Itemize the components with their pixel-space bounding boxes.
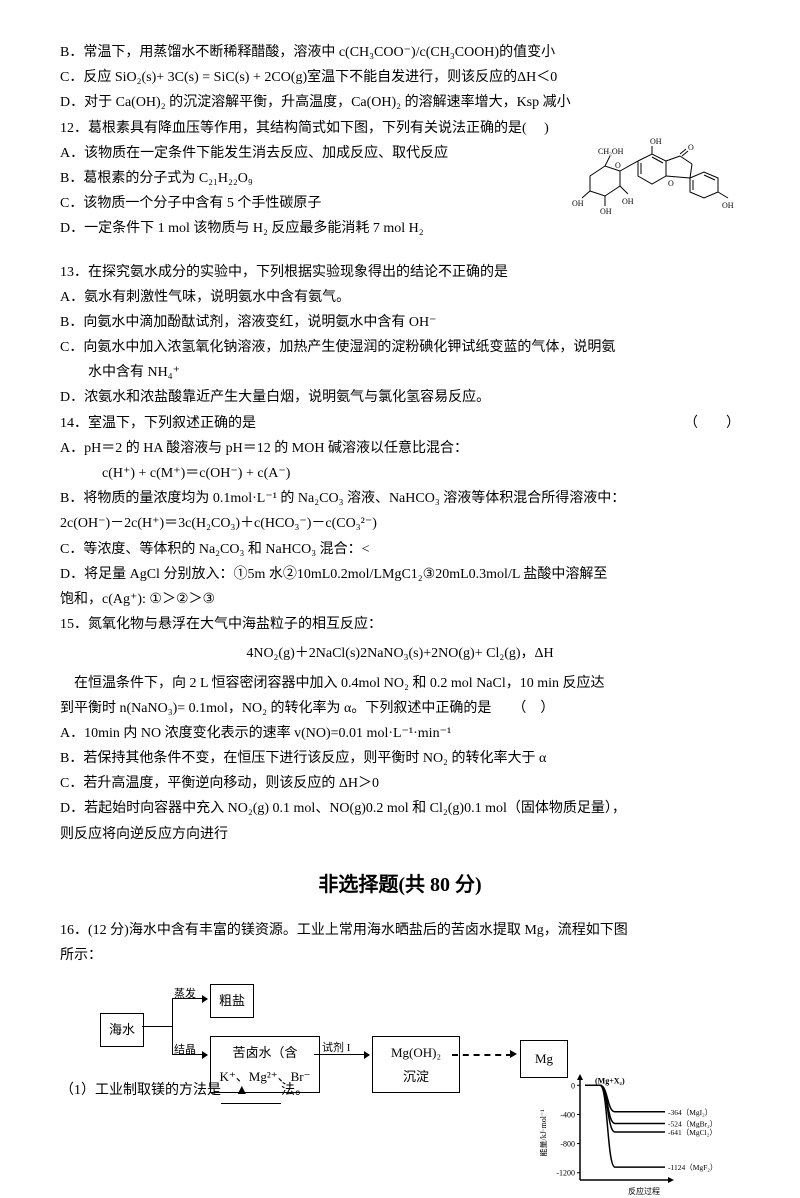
svg-text:反应过程: 反应过程 bbox=[628, 1186, 660, 1196]
svg-text:O: O bbox=[668, 179, 674, 188]
flow-evap-label: 蒸发 bbox=[174, 985, 196, 1005]
option-13c: C．向氨水中加入浓氢氧化钠溶液，加热产生使湿润的淀粉碘化钾试纸变蓝的气体，说明氨 bbox=[60, 335, 740, 360]
flow-mg: Mg bbox=[520, 1040, 568, 1077]
flow-crude-salt: 粗盐 bbox=[210, 984, 254, 1017]
option-11c: C．反应 SiO₂(s)+ 3C(s) = SiC(s) + 2CO(g)室温下… bbox=[60, 65, 740, 90]
option-13a: A．氨水有刺激性气味，说明氨水中含有氨气。 bbox=[60, 285, 740, 310]
flow-seawater: 海水 bbox=[100, 1013, 144, 1046]
option-14b: B．将物质的量浓度均为 0.1mol·L⁻¹ 的 Na₂CO₃ 溶液、NaHCO… bbox=[60, 486, 740, 511]
stem-14-paren: （ ） bbox=[684, 411, 740, 436]
flow-cryst-label: 结晶 bbox=[174, 1041, 196, 1061]
option-13b: B．向氨水中滴加酚酞试剂，溶液变红，说明氨水中含有 OH⁻ bbox=[60, 310, 740, 335]
svg-text:-1200: -1200 bbox=[556, 1169, 575, 1178]
option-14a-eq: c(H⁺) + c(M⁺)＝c(OH⁻) + c(A⁻) bbox=[60, 461, 740, 486]
svg-text:-641（MgCl₂）: -641（MgCl₂） bbox=[668, 1128, 717, 1137]
option-14b-eq: 2c(OH⁻)－2c(H⁺)＝3c(H₂CO₃)＋c(HCO₃⁻)－c(CO₃²… bbox=[60, 511, 740, 536]
svg-text:-400: -400 bbox=[560, 1111, 575, 1120]
option-14a: A．pH＝2 的 HA 酸溶液与 pH＝12 的 MOH 碱溶液以任意比混合： bbox=[60, 436, 740, 461]
option-14d: D．将足量 AgCl 分别放入：①5m 水②10mL0.2mol/LMgC1₂③… bbox=[60, 562, 740, 587]
flow-brine: 苦卤水（含 K⁺、Mg²⁺、Br⁻ bbox=[210, 1036, 320, 1093]
option-13c-cont: 水中含有 NH₄⁺ bbox=[60, 360, 740, 385]
svg-text:CH₂OH: CH₂OH bbox=[598, 147, 624, 156]
svg-text:OH: OH bbox=[622, 197, 634, 206]
svg-text:-364（MgI₂）: -364（MgI₂） bbox=[668, 1108, 712, 1117]
question-12: 12．葛根素具有降血压等作用，其结构简式如下图，下列有关说法正确的是( ) A．… bbox=[60, 116, 740, 242]
option-15b: B．若保持其他条件不变，在恒压下进行该反应，则平衡时 NO₂ 的转化率大于 α bbox=[60, 746, 740, 771]
stem-13: 13．在探究氨水成分的实验中，下列根据实验现象得出的结论不正确的是 bbox=[60, 260, 740, 285]
option-15a: A．10min 内 NO 浓度变化表示的速率 v(NO)=0.01 mol·L⁻… bbox=[60, 721, 740, 746]
flow-precipitate: Mg(OH)₂ 沉淀 bbox=[372, 1036, 460, 1093]
svg-text:O: O bbox=[615, 161, 621, 170]
flow-precip-l2: 沉淀 bbox=[381, 1065, 451, 1088]
option-15c: C．若升高温度，平衡逆向移动，则该反应的 ΔH＞0 bbox=[60, 771, 740, 796]
option-13d: D．浓氨水和浓盐酸靠近产生大量白烟，说明氨气与氯化氢容易反应。 bbox=[60, 385, 740, 410]
svg-text:(Mg+X₂): (Mg+X₂) bbox=[595, 1076, 625, 1085]
svg-text:OH: OH bbox=[572, 199, 584, 208]
section-title: 非选择题(共 80 分) bbox=[60, 867, 740, 903]
stem-15: 15．氮氧化物与悬浮在大气中海盐粒子的相互反应： bbox=[60, 612, 740, 637]
stem-14: 14．室温下，下列叙述正确的是 （ ） bbox=[60, 411, 740, 436]
svg-text:-800: -800 bbox=[560, 1140, 575, 1149]
flow-brine-l2: K⁺、Mg²⁺、Br⁻ bbox=[219, 1065, 311, 1088]
sub-16-1-text: （1）工业制取镁的方法是 bbox=[60, 1083, 221, 1098]
para-15-1: 在恒温条件下，向 2 L 恒容密闭容器中加入 0.4mol NO₂ 和 0.2 … bbox=[60, 671, 740, 696]
svg-text:O: O bbox=[688, 143, 694, 152]
option-11d: D．对于 Ca(OH)₂ 的沉淀溶解平衡，升高温度，Ca(OH)₂ 的溶解速率增… bbox=[60, 90, 740, 115]
option-14c: C．等浓度、等体积的 Na₂CO₃ 和 NaHCO₃ 混合：< bbox=[60, 537, 740, 562]
para-15-2: 到平衡时 n(NaNO₃)= 0.1mol，NO₂ 的转化率为 α。下列叙述中正… bbox=[60, 696, 740, 721]
eq-15: 4NO₂(g)＋2NaCl(s)2NaNO₃(s)+2NO(g)+ Cl₂(g)… bbox=[60, 641, 740, 666]
svg-text:OH: OH bbox=[650, 137, 662, 146]
flow-precip-l1: Mg(OH)₂ bbox=[381, 1041, 451, 1064]
option-14d-cont: 饱和，c(Ag⁺): ①＞②＞③ bbox=[60, 587, 740, 612]
option-15d: D．若起始时向容器中充入 NO₂(g) 0.1 mol、NO(g)0.2 mol… bbox=[60, 796, 740, 821]
flow-brine-l1: 苦卤水（含 bbox=[219, 1041, 311, 1064]
molecule-structure-icon: CH₂OH OH OH OH O OH O O OH bbox=[560, 116, 740, 236]
svg-text:-1124（MgF₂）: -1124（MgF₂） bbox=[668, 1163, 717, 1172]
stem-16-2: 所示： bbox=[60, 943, 740, 968]
svg-text:OH: OH bbox=[600, 207, 612, 216]
svg-text:0: 0 bbox=[571, 1081, 575, 1090]
svg-text:能量/kJ·mol⁻¹: 能量/kJ·mol⁻¹ bbox=[540, 1109, 548, 1157]
option-11b: B．常温下，用蒸馏水不断稀释醋酸，溶液中 c(CH₃COO⁻)/c(CH₃COO… bbox=[60, 40, 740, 65]
stem-16: 16．(12 分)海水中含有丰富的镁资源。工业上常用海水晒盐后的苦卤水提取 Mg… bbox=[60, 918, 740, 943]
energy-graph: 0 -400 -800 -1200 能量/kJ·mol⁻¹ 反应过程 (Mg+X₂) -364… bbox=[540, 1068, 740, 1198]
process-flowchart: 海水 蒸发 结晶 粗盐 苦卤水（含 K⁺、Mg²⁺、Br⁻ 试剂 I Mg(OH… bbox=[100, 978, 740, 1068]
flow-reagent-label: 试剂 I bbox=[322, 1039, 350, 1059]
stem-14-text: 14．室温下，下列叙述正确的是 bbox=[60, 416, 256, 431]
option-15d-cont: 则反应将向逆反应方向进行 bbox=[60, 822, 740, 847]
svg-text:OH: OH bbox=[722, 201, 734, 210]
